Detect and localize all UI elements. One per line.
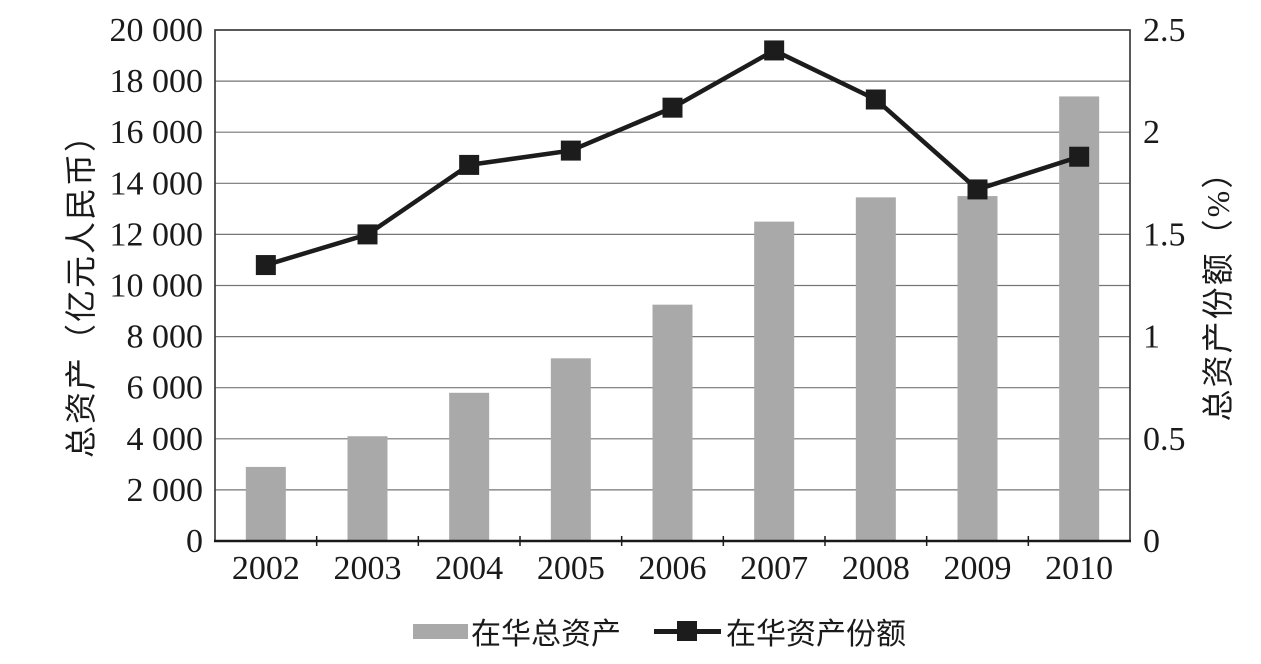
- bar-2007: [754, 221, 795, 541]
- right-axis-tick-label: 1: [1143, 319, 1160, 356]
- left-axis-tick-label: 12 000: [110, 216, 204, 253]
- bar-2004: [449, 392, 490, 541]
- bar-2003: [347, 436, 388, 541]
- marker-2006: [662, 97, 683, 118]
- left-axis-tick-label: 8 000: [127, 319, 204, 356]
- left-axis-tick-label: 14 000: [110, 165, 204, 202]
- x-axis-label-2003: 2003: [334, 550, 402, 587]
- right-y-axis-title: 总资产份额（%）: [1200, 154, 1236, 422]
- marker-2002: [255, 255, 276, 276]
- x-axis-label-2004: 2004: [435, 550, 503, 587]
- x-axis-label-2010: 2010: [1045, 550, 1113, 587]
- right-axis-tick-label: 0.5: [1143, 421, 1186, 458]
- x-axis-label-2002: 2002: [232, 550, 300, 587]
- left-axis-tick-label: 16 000: [110, 114, 204, 151]
- right-axis-tick-label: 2: [1143, 114, 1160, 151]
- bar-2002: [245, 466, 286, 541]
- bar-series-swatch-icon: [413, 623, 468, 639]
- right-axis-tick-label: 2.5: [1143, 12, 1186, 49]
- x-axis-label-2008: 2008: [842, 550, 910, 587]
- bar-2010: [1059, 96, 1100, 542]
- left-axis-tick-label: 2 000: [127, 472, 204, 509]
- legend-bar-series-label: 在华总资产: [471, 618, 621, 651]
- left-axis-tick-label: 4 000: [127, 421, 204, 458]
- right-axis-tick-label: 1.5: [1143, 216, 1186, 253]
- line-series: [265, 47, 1080, 268]
- left-axis-tick-label: 10 000: [110, 268, 204, 305]
- marker-2009: [967, 179, 988, 200]
- line-series-marker-icon: [654, 620, 721, 642]
- legend: 在华总资产 在华资产份额: [413, 609, 906, 653]
- bar-2009: [957, 196, 998, 541]
- bar-2008: [855, 197, 896, 542]
- legend-square-marker: [677, 621, 697, 641]
- x-axis-label-2009: 2009: [944, 550, 1012, 587]
- left-axis-tick-label: 6 000: [127, 370, 204, 407]
- marker-2007: [764, 40, 785, 61]
- left-axis-tick-label: 20 000: [110, 12, 204, 49]
- x-axis-label-2007: 2007: [740, 550, 808, 587]
- legend-item-bar-series: 在华总资产: [413, 609, 621, 653]
- marker-2010: [1069, 146, 1090, 167]
- legend-item-line-series: 在华资产份额: [654, 609, 906, 653]
- right-axis-tick-label: 0: [1143, 523, 1160, 560]
- left-axis-tick-label: 18 000: [110, 63, 204, 100]
- bar-2005: [550, 358, 591, 541]
- bar-2006: [652, 304, 693, 541]
- marker-2008: [865, 89, 886, 110]
- marker-2003: [357, 224, 378, 245]
- legend-line-series-label: 在华资产份额: [726, 618, 906, 651]
- left-y-axis-title: 总资产（亿元人民币）: [63, 117, 99, 459]
- x-axis-label-2006: 2006: [639, 550, 707, 587]
- marker-2005: [560, 140, 581, 161]
- x-axis-label-2005: 2005: [537, 550, 605, 587]
- marker-2004: [459, 154, 480, 175]
- left-axis-tick-label: 0: [186, 523, 203, 560]
